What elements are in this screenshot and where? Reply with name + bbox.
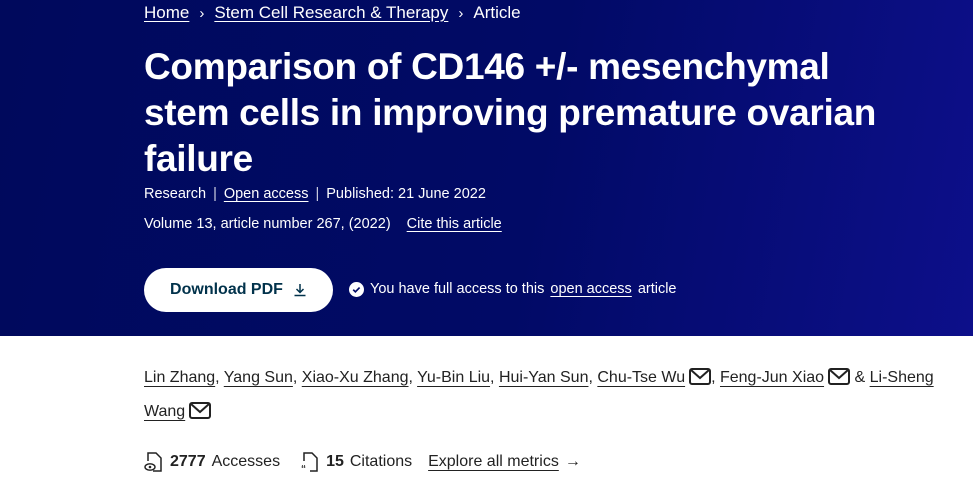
open-access-link[interactable]: Open access bbox=[223, 186, 309, 202]
mail-icon[interactable] bbox=[689, 365, 712, 396]
access-notice: You have full access to this open access… bbox=[349, 281, 677, 297]
author-link[interactable]: Li-Sheng Wang bbox=[144, 369, 934, 420]
download-pdf-button[interactable]: Download PDF bbox=[144, 268, 333, 312]
author-link[interactable]: Xiao-Xu Zhang bbox=[301, 369, 409, 386]
accesses-label: Accesses bbox=[211, 453, 281, 470]
article-type: Research bbox=[144, 186, 207, 202]
author-link[interactable]: Feng-Jun Xiao bbox=[719, 369, 825, 386]
accesses-count: 2777 bbox=[170, 453, 206, 470]
published-date: Published: 21 June 2022 bbox=[326, 186, 486, 202]
author-link[interactable]: Yang Sun bbox=[223, 369, 293, 386]
accesses-icon bbox=[144, 452, 162, 472]
author-link[interactable]: Lin Zhang bbox=[144, 369, 216, 386]
explore-label: Explore all metrics bbox=[428, 453, 559, 470]
arrow-right-icon: → bbox=[564, 453, 581, 470]
chevron-right-icon: › bbox=[458, 4, 464, 22]
breadcrumb-current: Article bbox=[473, 3, 521, 22]
explore-metrics-link[interactable]: Explore all metrics bbox=[428, 453, 559, 471]
author-link[interactable]: Yu-Bin Liu bbox=[417, 369, 491, 386]
mail-icon[interactable] bbox=[189, 399, 212, 430]
access-suffix: article bbox=[637, 281, 677, 297]
breadcrumb-home[interactable]: Home bbox=[144, 3, 190, 22]
article-metrics: 2777 Accesses “ 15 Citations Explore all… bbox=[144, 451, 581, 473]
svg-text:“: “ bbox=[301, 464, 306, 473]
chevron-right-icon: › bbox=[199, 4, 205, 22]
download-icon bbox=[294, 284, 306, 297]
citations-label: Citations bbox=[349, 453, 413, 470]
page-title: Comparison of CD146 +/- mesenchymal stem… bbox=[144, 46, 877, 179]
open-access-info-link[interactable]: open access bbox=[550, 281, 632, 297]
check-circle-icon bbox=[349, 281, 364, 297]
author-list: Lin Zhang, Yang Sun, Xiao-Xu Zhang, Yu-B… bbox=[144, 362, 934, 430]
citations-icon: “ bbox=[301, 452, 318, 473]
article-citation: Volume 13, article number 267, (2022) Ci… bbox=[144, 216, 502, 232]
breadcrumb-journal[interactable]: Stem Cell Research & Therapy bbox=[214, 3, 449, 22]
breadcrumb: Home › Stem Cell Research & Therapy › Ar… bbox=[144, 3, 521, 23]
download-label: Download PDF bbox=[170, 281, 283, 298]
mail-icon[interactable] bbox=[828, 365, 851, 396]
author-link[interactable]: Hui-Yan Sun bbox=[498, 369, 589, 386]
cite-link[interactable]: Cite this article bbox=[406, 216, 502, 232]
article-header: Home › Stem Cell Research & Therapy › Ar… bbox=[0, 0, 973, 336]
volume-info: Volume 13, article number 267, (2022) bbox=[144, 216, 391, 232]
article-meta: Research | Open access | Published: 21 Jun… bbox=[144, 186, 486, 202]
author-link[interactable]: Chu-Tse Wu bbox=[597, 369, 686, 386]
access-text: You have full access to this bbox=[370, 281, 545, 297]
citations-count: 15 bbox=[326, 453, 344, 470]
